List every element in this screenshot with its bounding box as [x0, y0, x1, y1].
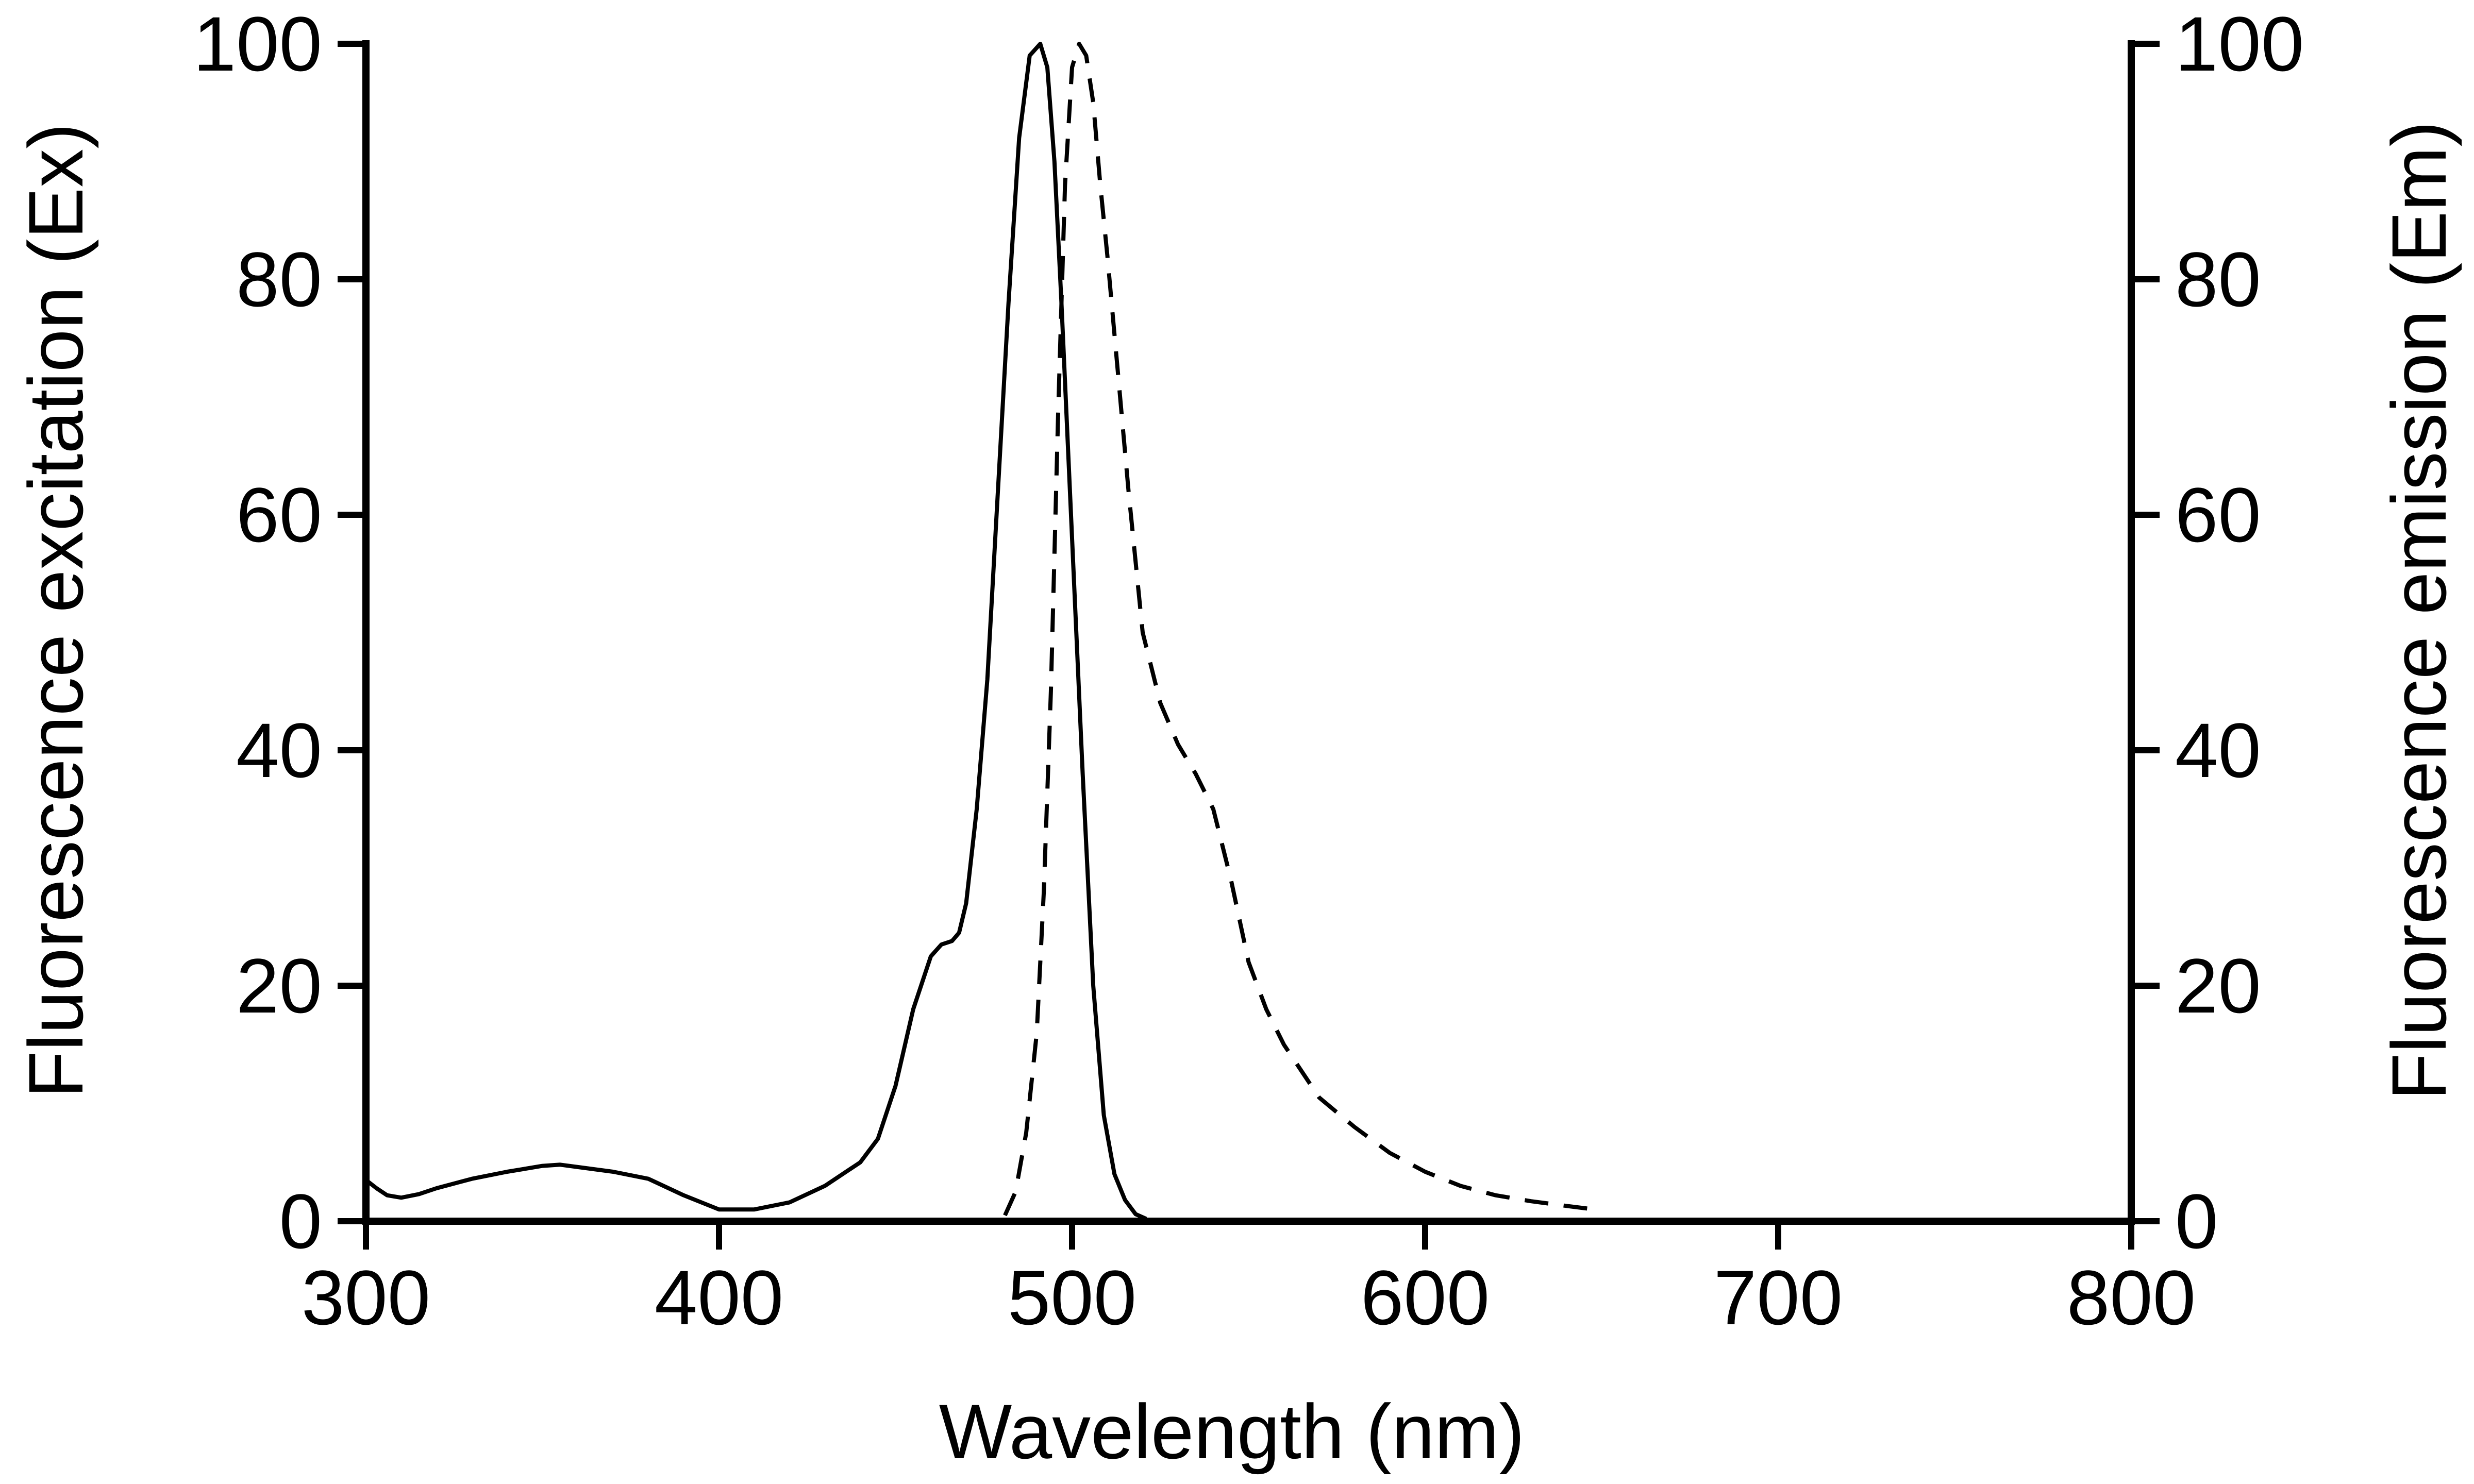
y-tick-label-right: 100 [2175, 1, 2304, 87]
tick-labels: 300 400 500 600 700 8000204060801000204060801… [193, 1, 2304, 1341]
plot-area [364, 42, 1595, 1221]
y-tick-label-left: 80 [236, 236, 322, 323]
y-tick-label-right: 80 [2175, 236, 2261, 323]
y-tick-label-right: 0 [2175, 1178, 2218, 1264]
x-tick-label: 700 [1714, 1254, 1843, 1341]
y-axis-title-right: Fluorescence emission (Em) [2376, 121, 2462, 1101]
y-tick-label-right: 40 [2175, 707, 2261, 794]
y-tick-label-left: 20 [236, 942, 322, 1029]
excitation-series-line [364, 42, 1147, 1221]
y-tick-label-left: 100 [193, 1, 322, 87]
x-tick-label: 600 [1361, 1254, 1490, 1341]
y-tick-label-left: 60 [236, 471, 322, 558]
y-tick-label-left: 40 [236, 707, 322, 794]
y-tick-label-right: 20 [2175, 942, 2261, 1029]
axes [338, 40, 2160, 1250]
x-axis-title: Wavelength (nm) [939, 1388, 1525, 1475]
x-tick-label: 500 [1008, 1254, 1136, 1341]
x-tick-label: 800 [2067, 1254, 2196, 1341]
y-tick-label-left: 0 [279, 1178, 322, 1264]
y-tick-label-right: 60 [2175, 471, 2261, 558]
x-tick-label: 400 [655, 1254, 783, 1341]
y-axis-title-left: Fluorescence excitation (Ex) [12, 123, 99, 1098]
emission-series-line [1003, 42, 1595, 1217]
x-tick-label: 300 [302, 1254, 430, 1341]
